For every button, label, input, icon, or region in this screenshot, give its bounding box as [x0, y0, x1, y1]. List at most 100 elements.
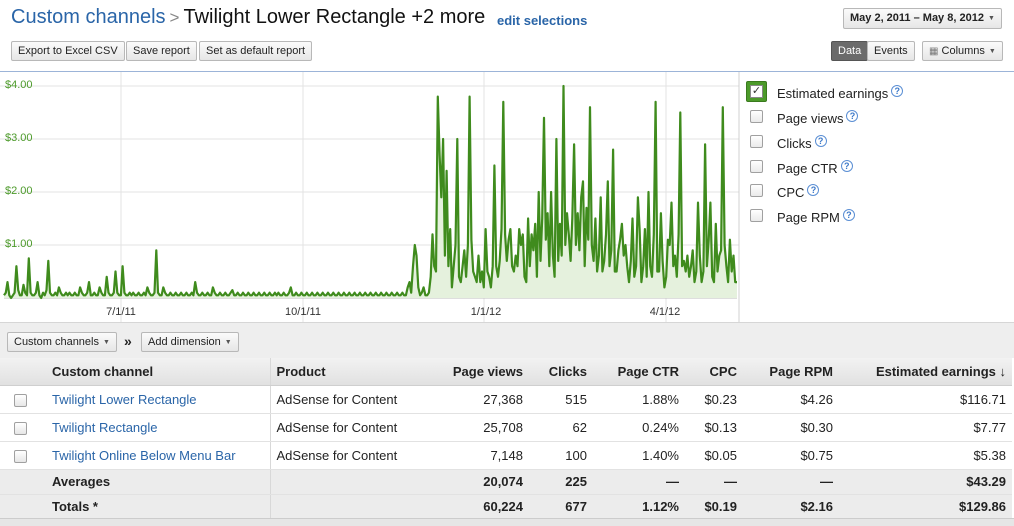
product-cell: AdSense for Content [269, 413, 419, 442]
table-row: Twilight Rectangle AdSense for Content 2… [0, 413, 1012, 442]
breadcrumb-current: Twilight Lower Rectangle +2 more [183, 6, 486, 28]
y-tick-label: $3.00 [5, 132, 33, 144]
page-title: Custom channels > Twilight Lower Rectangle… [11, 6, 485, 29]
column-header-clicks[interactable]: Clicks [529, 358, 593, 386]
averages-cpc: — [685, 469, 743, 495]
page-views-cell: 27,368 [419, 385, 529, 414]
totals-rpm: $2.16 [743, 494, 839, 520]
averages-ctr: — [593, 469, 685, 495]
add-dimension-label: Add dimension [148, 336, 221, 348]
legend-checkbox[interactable] [750, 110, 763, 123]
ctr-cell: 1.88% [593, 385, 685, 414]
columns-button[interactable]: ▦ Columns ▼ [922, 41, 1003, 61]
column-header-page-views[interactable]: Page views [419, 358, 529, 386]
table-row: Twilight Online Below Menu Bar AdSense f… [0, 441, 1012, 470]
dimension-selector-button[interactable]: Custom channels ▼ [7, 332, 117, 352]
clicks-cell: 62 [529, 413, 593, 442]
clicks-cell: 515 [529, 385, 593, 414]
help-icon[interactable]: ? [814, 135, 827, 147]
legend-label: Estimated earnings? [777, 85, 904, 101]
y-tick-label: $4.00 [5, 79, 33, 91]
cpc-cell: $0.05 [685, 441, 743, 470]
channel-link[interactable]: Twilight Rectangle [52, 419, 158, 435]
chevron-down-icon: ▼ [103, 339, 110, 346]
row-select-cell [0, 413, 46, 442]
date-range-picker[interactable]: May 2, 2011 – May 8, 2012 ▼ [843, 8, 1002, 29]
averages-earnings: $43.29 [839, 469, 1012, 495]
x-tick-label: 4/1/12 [650, 306, 681, 318]
chevron-down-icon: ▼ [987, 15, 995, 22]
columns-label: Columns [941, 45, 985, 57]
averages-page-views: 20,074 [419, 469, 529, 495]
row-checkbox[interactable] [14, 449, 27, 463]
x-tick-label: 10/1/11 [285, 306, 321, 318]
totals-clicks: 677 [529, 494, 593, 520]
row-select-cell [0, 441, 46, 470]
dimension-selector-label: Custom channels [14, 336, 99, 348]
x-tick-label: 1/1/12 [471, 306, 502, 318]
column-header-product[interactable]: Product [269, 358, 419, 386]
report-table: Custom channel Product Page views Clicks… [0, 358, 1012, 520]
tab-data[interactable]: Data [831, 41, 869, 61]
save-report-button[interactable]: Save report [126, 41, 197, 61]
legend-checkbox[interactable] [750, 160, 763, 173]
table-header-row: Custom channel Product Page views Clicks… [0, 358, 1012, 386]
cpc-cell: $0.13 [685, 413, 743, 442]
set-default-report-button[interactable]: Set as default report [199, 41, 313, 61]
legend-label: Clicks? [777, 135, 827, 151]
row-checkbox[interactable] [14, 421, 27, 435]
page-views-cell: 7,148 [419, 441, 529, 470]
breadcrumb-separator: > [169, 8, 180, 27]
column-header-custom-channel[interactable]: Custom channel [46, 358, 270, 386]
help-icon[interactable]: ? [840, 160, 853, 172]
averages-clicks: 225 [529, 469, 593, 495]
tab-events[interactable]: Events [867, 41, 915, 61]
totals-label: Totals * [46, 494, 270, 520]
help-icon[interactable]: ? [846, 110, 859, 122]
chart-area: $4.00 $3.00 $2.00 $1.00 7/1/11 10/1/11 1/1/12 4… [0, 71, 1014, 323]
rpm-cell: $0.75 [743, 441, 839, 470]
clicks-cell: 100 [529, 441, 593, 470]
column-header-cpc[interactable]: CPC [685, 358, 743, 386]
y-tick-label: $1.00 [5, 238, 33, 250]
help-icon[interactable]: ? [842, 209, 855, 221]
help-icon[interactable]: ? [807, 184, 820, 196]
product-cell: AdSense for Content [269, 441, 419, 470]
checkmark-icon: ✓ [750, 85, 763, 98]
earnings-chart: $4.00 $3.00 $2.00 $1.00 7/1/11 10/1/11 1/1/12 4… [0, 72, 740, 323]
export-csv-button[interactable]: Export to Excel CSV [11, 41, 125, 61]
x-tick-label: 7/1/11 [106, 306, 136, 318]
ctr-cell: 0.24% [593, 413, 685, 442]
channel-link[interactable]: Twilight Lower Rectangle [52, 391, 197, 407]
earnings-series-line [3, 84, 737, 300]
legend-checkbox[interactable] [750, 135, 763, 148]
footer-strip [0, 518, 1014, 526]
legend-checkbox[interactable] [750, 209, 763, 222]
date-range-label: May 2, 2011 – May 8, 2012 [850, 12, 984, 24]
column-header-estimated-earnings[interactable]: Estimated earnings ↓ [839, 358, 1012, 386]
column-header-page-rpm[interactable]: Page RPM [743, 358, 839, 386]
totals-spacer [0, 494, 46, 520]
averages-product-cell [269, 469, 419, 495]
cpc-cell: $0.23 [685, 385, 743, 414]
row-select-cell [0, 385, 46, 414]
column-header-page-ctr[interactable]: Page CTR [593, 358, 685, 386]
breadcrumb-custom-channels-link[interactable]: Custom channels [11, 6, 166, 28]
help-icon[interactable]: ? [891, 85, 904, 97]
legend-label: Page CTR? [777, 160, 853, 176]
legend-label: Page views? [777, 110, 859, 126]
dimension-bar: Custom channels ▼ » Add dimension ▼ [0, 322, 1014, 358]
add-dimension-button[interactable]: Add dimension ▼ [141, 332, 239, 352]
estimated-earnings-header-label: Estimated earnings [875, 363, 996, 379]
channel-link[interactable]: Twilight Online Below Menu Bar [52, 447, 236, 463]
legend-checkbox[interactable]: ✓ [746, 81, 767, 102]
table-row: Twilight Lower Rectangle AdSense for Con… [0, 385, 1012, 414]
legend-label: CPC? [777, 184, 820, 200]
page-views-cell: 25,708 [419, 413, 529, 442]
product-cell: AdSense for Content [269, 385, 419, 414]
averages-rpm: — [743, 469, 839, 495]
edit-selections-link[interactable]: edit selections [497, 13, 588, 28]
chevron-down-icon: ▼ [988, 48, 996, 55]
legend-checkbox[interactable] [750, 184, 763, 197]
row-checkbox[interactable] [14, 393, 27, 407]
